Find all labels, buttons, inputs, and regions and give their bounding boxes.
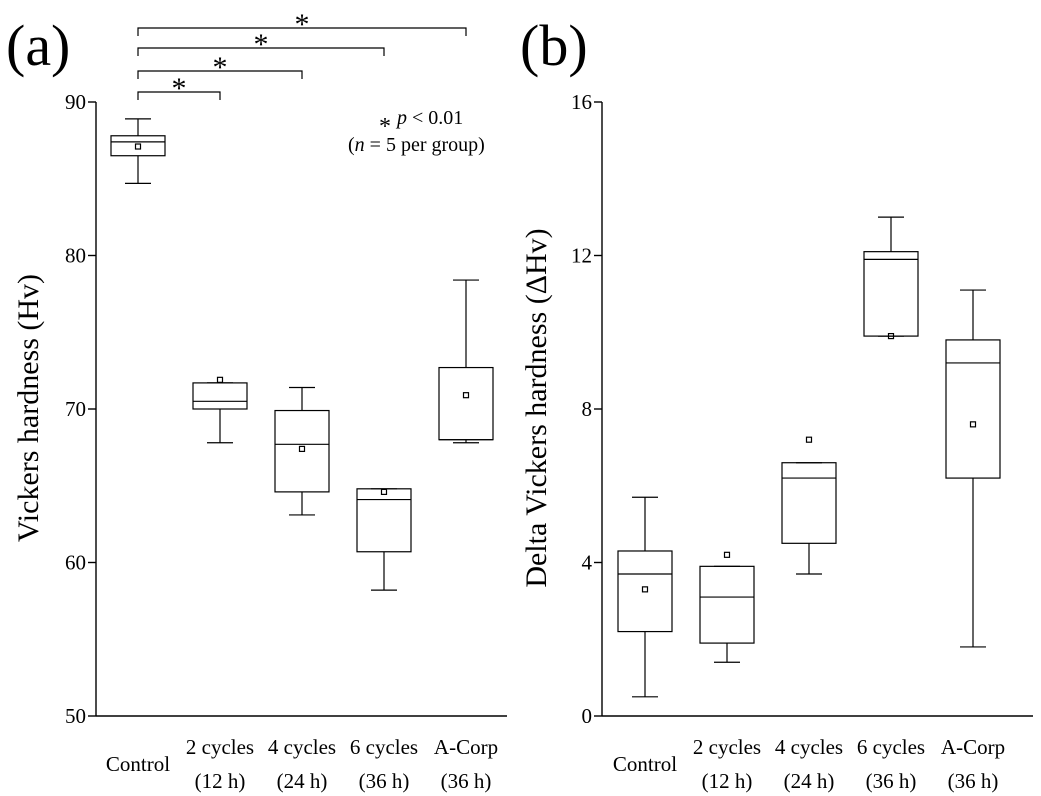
mean-marker [641, 586, 649, 593]
mean-marker [462, 392, 470, 399]
x-category-label: 2 cycles [186, 735, 254, 759]
x-category-label: Control [613, 752, 677, 776]
bracket-line [137, 27, 467, 36]
x-category-label: A-Corp [434, 735, 498, 759]
box-iqr [356, 488, 412, 553]
box-group [192, 376, 248, 444]
significance-star: * [172, 72, 187, 105]
x-category-sublabel: (36 h) [441, 769, 492, 793]
box-group [356, 488, 412, 591]
box-group [863, 216, 919, 340]
significance-star: * [295, 8, 310, 41]
box-iqr [945, 339, 1001, 479]
y-axis-title: Vickers hardness (Hv) [12, 274, 45, 542]
n-symbol: n [355, 134, 365, 156]
bracket-line [137, 47, 385, 56]
mean-marker [380, 488, 388, 495]
box-iqr [617, 550, 673, 633]
x-category-label: 4 cycles [775, 735, 843, 759]
x-category-label: 4 cycles [268, 735, 336, 759]
y-tick-label: 4 [582, 551, 593, 575]
sample-size-text: (n = 5 per group) [348, 134, 485, 156]
box-group [699, 551, 755, 663]
mean-marker [805, 436, 813, 443]
n-text: = 5 per group) [365, 134, 485, 156]
y-tick-label: 80 [65, 244, 86, 268]
x-category-sublabel: (36 h) [866, 769, 917, 793]
x-category-sublabel: (12 h) [195, 769, 246, 793]
y-axis-title: Delta Vickers hardness (ΔHv) [520, 228, 553, 587]
y-tick-label: 60 [65, 551, 86, 575]
y-tick-label: 50 [65, 704, 86, 728]
mean-marker [298, 445, 306, 453]
box-group [274, 386, 330, 516]
p-value-legend: * p < 0.01 (n = 5 per group) [348, 107, 485, 156]
significance-star: * [213, 51, 228, 84]
box-group [617, 496, 673, 698]
x-category-label: A-Corp [941, 735, 1005, 759]
significance-bracket: * [137, 72, 221, 105]
y-tick-label: 12 [571, 244, 592, 268]
panel-a: (a) 50 60 70 80 90 Vickers hardness (Hv) Contro… [6, 8, 507, 793]
p-symbol: p [395, 107, 407, 129]
significance-bracket: * [137, 8, 467, 41]
legend-star: * [379, 114, 391, 140]
mean-marker [723, 551, 731, 558]
x-category-label: Control [106, 752, 170, 776]
panel-label: (b) [520, 13, 588, 78]
y-tick-label: 70 [65, 397, 86, 421]
box-group [110, 118, 166, 184]
significance-star: * [254, 28, 269, 61]
box-iqr [110, 135, 166, 157]
x-category-sublabel: (36 h) [359, 769, 410, 793]
x-category-label: 6 cycles [350, 735, 418, 759]
x-category-sublabel: (24 h) [784, 769, 835, 793]
significance-bracket: * [137, 51, 303, 84]
box-iqr [274, 409, 330, 493]
box-iqr [699, 565, 755, 644]
y-tick-label: 90 [65, 90, 86, 114]
mean-marker [216, 376, 224, 383]
box-iqr [438, 366, 494, 441]
mean-marker [969, 421, 977, 428]
x-category-sublabel: (12 h) [702, 769, 753, 793]
x-category-label: 6 cycles [857, 735, 925, 759]
x-category-label: 2 cycles [693, 735, 761, 759]
bracket-line [137, 91, 221, 100]
box-iqr [863, 251, 919, 337]
box-group [945, 289, 1001, 648]
mean-marker [887, 332, 895, 340]
p-value-text: p < 0.01 [395, 107, 463, 129]
box-group [438, 279, 494, 444]
box-group [781, 436, 837, 575]
x-category-sublabel: (36 h) [948, 769, 999, 793]
mean-marker [134, 143, 142, 150]
panel-b: (b) 0 4 8 12 16 Delta Vickers hardness (ΔHv) Co… [520, 13, 1033, 793]
paren-open: ( [348, 134, 355, 156]
box-iqr [781, 462, 837, 544]
x-category-sublabel: (24 h) [277, 769, 328, 793]
significance-bracket: * [137, 28, 385, 61]
bracket-line [137, 70, 303, 79]
y-tick-label: 16 [571, 90, 592, 114]
panel-label: (a) [6, 13, 70, 78]
y-tick-label: 0 [582, 704, 593, 728]
p-threshold: < 0.01 [407, 107, 463, 129]
y-tick-label: 8 [582, 397, 593, 421]
box-iqr [192, 382, 248, 410]
